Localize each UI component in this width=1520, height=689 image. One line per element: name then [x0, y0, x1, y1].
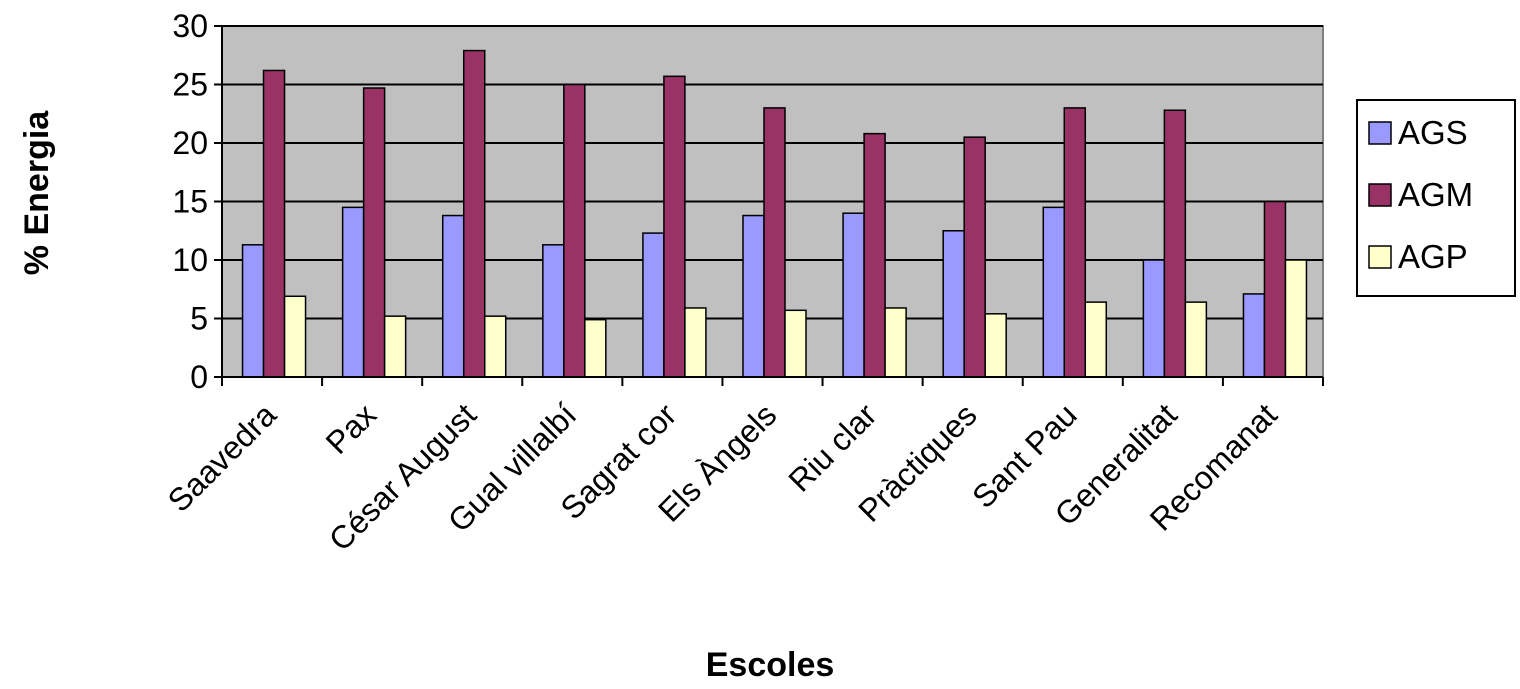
- bar-ags: [742, 214, 765, 378]
- bar-agm: [1263, 200, 1287, 378]
- bar-agm: [663, 75, 686, 378]
- bar-ags: [942, 230, 965, 378]
- bar-agm: [963, 136, 986, 378]
- x-tick-label: Riu clar: [781, 396, 883, 498]
- bar-agp: [483, 315, 507, 378]
- y-tick-labels: 0 5 10 15 20 25 30: [172, 8, 208, 395]
- legend-label-agm: AGM: [1398, 176, 1473, 213]
- x-axis-title: Escoles: [706, 646, 835, 684]
- bar-agm: [763, 107, 786, 378]
- bar-agp: [1284, 259, 1308, 378]
- bar-ags: [1242, 293, 1266, 378]
- legend-swatch-agp: [1368, 245, 1392, 269]
- y-axis-title: % Energia: [18, 110, 56, 275]
- bar-ags: [542, 244, 565, 378]
- bar-agm: [1063, 107, 1087, 378]
- y-tick-label: 20: [172, 125, 208, 161]
- bar-agm: [863, 132, 886, 378]
- x-tick-label: Saavedra: [161, 396, 283, 518]
- bar-agp: [984, 313, 1007, 378]
- bar-agp: [283, 295, 307, 378]
- y-tick-label: 0: [190, 359, 208, 395]
- y-tick-label: 25: [172, 67, 208, 103]
- bars: [241, 49, 1308, 378]
- legend-swatch-agm: [1368, 183, 1392, 207]
- legend-label-agp: AGP: [1398, 238, 1468, 275]
- bar-agm: [362, 87, 386, 378]
- bar-agp: [884, 307, 907, 378]
- bar-agm: [462, 49, 486, 378]
- bar-agm: [1163, 109, 1187, 378]
- y-tick-label: 5: [190, 301, 208, 337]
- legend-label-ags: AGS: [1398, 114, 1468, 151]
- bar-agp: [383, 315, 407, 378]
- x-tick-label: Pax: [319, 396, 383, 460]
- y-tick-label: 30: [172, 8, 208, 44]
- bar-ags: [341, 206, 365, 378]
- y-tick-label: 10: [172, 242, 208, 278]
- legend-swatch-ags: [1368, 121, 1392, 145]
- bar-agp: [584, 318, 607, 378]
- bar-agp: [784, 309, 807, 378]
- y-tick-label: 15: [172, 184, 208, 220]
- bar-agp: [1084, 301, 1108, 378]
- bar-ags: [1042, 206, 1066, 378]
- bar-ags: [842, 212, 865, 378]
- bar-ags: [441, 214, 465, 378]
- legend: AGS AGM AGP: [1356, 99, 1516, 297]
- bar-agm: [262, 69, 286, 378]
- bar-agm: [563, 83, 586, 378]
- bar-agp: [684, 307, 707, 378]
- bar-ags: [1142, 259, 1166, 378]
- axes: [214, 25, 1324, 386]
- bar-ags: [241, 244, 265, 378]
- bar-agp: [1184, 301, 1208, 378]
- bar-ags: [642, 232, 665, 378]
